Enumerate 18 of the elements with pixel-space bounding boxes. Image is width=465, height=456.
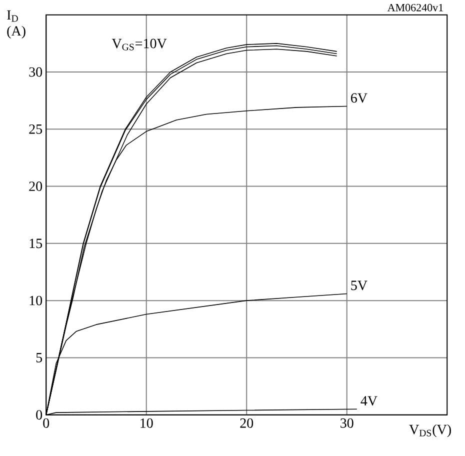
y-tick-label: 30: [29, 67, 42, 77]
y-tick-label: 15: [30, 238, 42, 248]
y-tick-label: 0: [36, 410, 42, 420]
y-tick-label: 10: [30, 296, 42, 306]
series-label: V$_{GS}$=10V: [112, 38, 167, 50]
x-tick-label: 0: [43, 418, 50, 428]
series-label: 6V: [350, 93, 368, 103]
x-tick-label: 10: [140, 418, 153, 428]
x-tick-label: 30: [340, 418, 354, 428]
y-axis-title: I$_{D}$ (A): [7, 10, 26, 39]
y-tick-label: 25: [29, 124, 42, 134]
series-label: 5V: [351, 280, 368, 290]
y-tick-label: 5: [36, 353, 42, 362]
x-tick-label: 20: [240, 418, 254, 428]
series-label: 4V: [360, 396, 378, 406]
x-axis-title: V$_{DS}$(V): [409, 424, 451, 438]
y-tick-label: 20: [29, 182, 42, 192]
text: AM06240v1: [387, 4, 443, 12]
